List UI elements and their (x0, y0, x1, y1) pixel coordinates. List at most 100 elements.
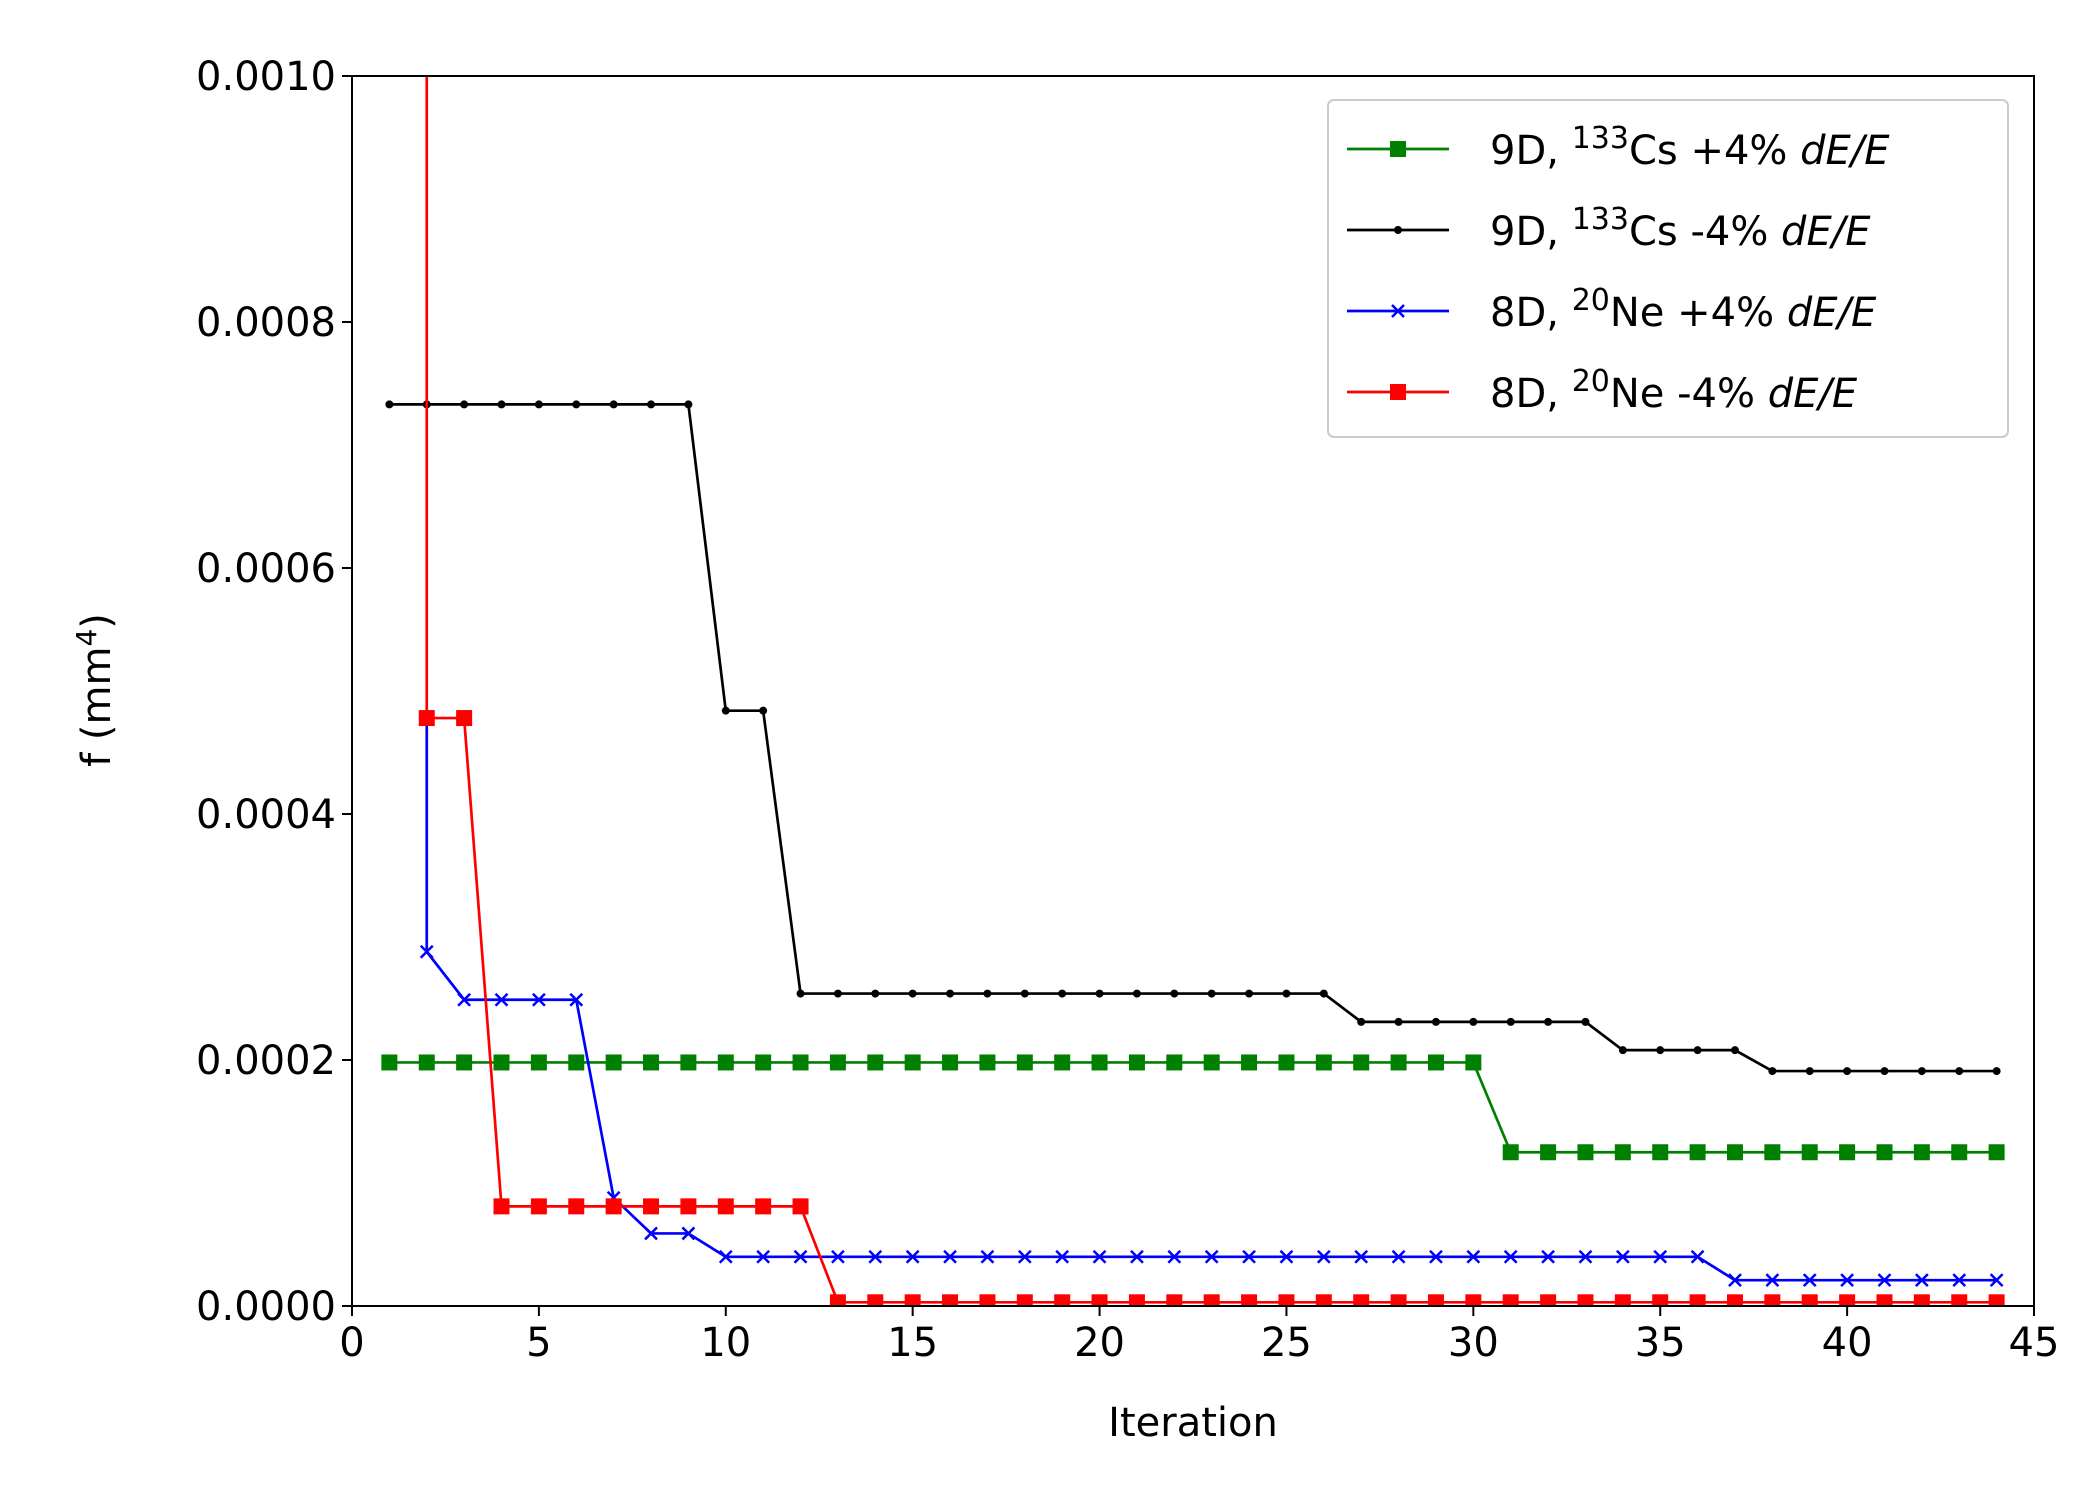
marker (792, 1198, 809, 1215)
marker (1541, 1249, 1555, 1264)
legend-label-italic: dE/E (1781, 209, 1871, 255)
marker (1578, 1249, 1593, 1264)
marker (1278, 1294, 1295, 1306)
marker (908, 989, 917, 998)
x-tick-label: 20 (1074, 1320, 1125, 1366)
marker (1652, 1144, 1669, 1161)
legend-label: 8D, 20Ne -4% dE/E (1490, 364, 1858, 417)
marker (1315, 1294, 1332, 1306)
marker (1992, 1067, 2001, 1076)
marker (1914, 1273, 1929, 1288)
legend-label-sup: 133 (1572, 121, 1629, 156)
x-tick-label: 10 (700, 1320, 751, 1366)
marker (494, 992, 509, 1007)
marker (1204, 1249, 1219, 1264)
legend-label-text: 9D, (1490, 128, 1572, 174)
marker (1058, 989, 1067, 998)
legend: 9D, 133Cs +4% dE/E9D, 133Cs -4% dE/E8D, … (1327, 99, 2009, 438)
marker (1132, 989, 1141, 998)
marker (1282, 989, 1291, 998)
marker (1730, 1046, 1739, 1055)
marker (943, 1249, 957, 1264)
x-axis-label: Iteration (1108, 1400, 1278, 1446)
marker (1544, 1017, 1553, 1026)
marker (1166, 1294, 1183, 1306)
marker (831, 1249, 845, 1264)
marker (1989, 1273, 2004, 1288)
marker (1839, 1294, 1856, 1306)
y-tick-label: 0.0004 (196, 792, 336, 838)
marker (1577, 1144, 1594, 1161)
marker (979, 1294, 996, 1306)
marker (1054, 1294, 1071, 1306)
marker (867, 1294, 884, 1306)
marker (1017, 1249, 1032, 1264)
legend-label-italic: dE/E (1768, 371, 1858, 417)
marker (493, 1198, 510, 1215)
marker (493, 1054, 510, 1071)
marker (1203, 1054, 1220, 1071)
legend-label-text: Cs -4% (1629, 209, 1781, 255)
marker (1689, 1144, 1706, 1161)
marker (680, 1198, 697, 1215)
marker (1876, 1294, 1893, 1306)
marker (1502, 1294, 1519, 1306)
marker (418, 1054, 435, 1071)
series-line (389, 403, 1997, 1073)
legend-label-sup: 133 (1572, 202, 1629, 237)
marker (1354, 1249, 1369, 1264)
y-axis-label: f (mm4) (70, 613, 120, 767)
marker (1618, 1046, 1627, 1055)
y-tick-label: 0.0006 (196, 546, 336, 592)
marker (1431, 1017, 1440, 1026)
marker (1429, 1249, 1443, 1264)
plot-area (381, 76, 2005, 1306)
marker (1166, 1054, 1183, 1071)
marker (1466, 1249, 1481, 1264)
x-tick-label: 30 (1448, 1320, 1499, 1366)
marker (1465, 1294, 1482, 1306)
marker (1768, 1067, 1777, 1076)
y-tick-label: 0.0002 (196, 1038, 336, 1084)
marker (1805, 1067, 1814, 1076)
marker (1394, 226, 1402, 234)
marker (497, 400, 506, 409)
marker (1207, 989, 1216, 998)
marker (568, 1198, 585, 1215)
marker (643, 1054, 660, 1071)
marker (1693, 1046, 1702, 1055)
marker (1128, 1054, 1145, 1071)
marker (460, 400, 469, 409)
y-axis-label-sup: 4 (70, 629, 103, 647)
marker (643, 1198, 660, 1215)
marker (871, 989, 880, 998)
marker (1917, 1067, 1926, 1076)
x-tick-label: 15 (887, 1320, 938, 1366)
marker (946, 989, 955, 998)
marker (1128, 1294, 1145, 1306)
legend-label-text: 8D, (1490, 371, 1572, 417)
marker (980, 1249, 995, 1264)
marker (1577, 1294, 1594, 1306)
marker (1170, 989, 1179, 998)
marker (530, 1198, 547, 1215)
marker (1614, 1144, 1631, 1161)
marker (1801, 1144, 1818, 1161)
marker (1839, 1144, 1856, 1161)
marker (1952, 1273, 1967, 1288)
marker (1242, 1249, 1256, 1264)
x-tick-label: 0 (339, 1320, 364, 1366)
marker (1955, 1067, 1964, 1076)
marker (647, 400, 656, 409)
marker (1016, 1294, 1033, 1306)
marker (1390, 141, 1406, 157)
marker (1390, 1054, 1407, 1071)
y-tick-label: 0.0010 (196, 54, 336, 100)
marker (756, 1249, 771, 1264)
marker (833, 989, 842, 998)
legend-label-italic: dE/E (1800, 128, 1890, 174)
marker (569, 992, 584, 1007)
marker (1764, 1294, 1781, 1306)
marker (1689, 1294, 1706, 1306)
